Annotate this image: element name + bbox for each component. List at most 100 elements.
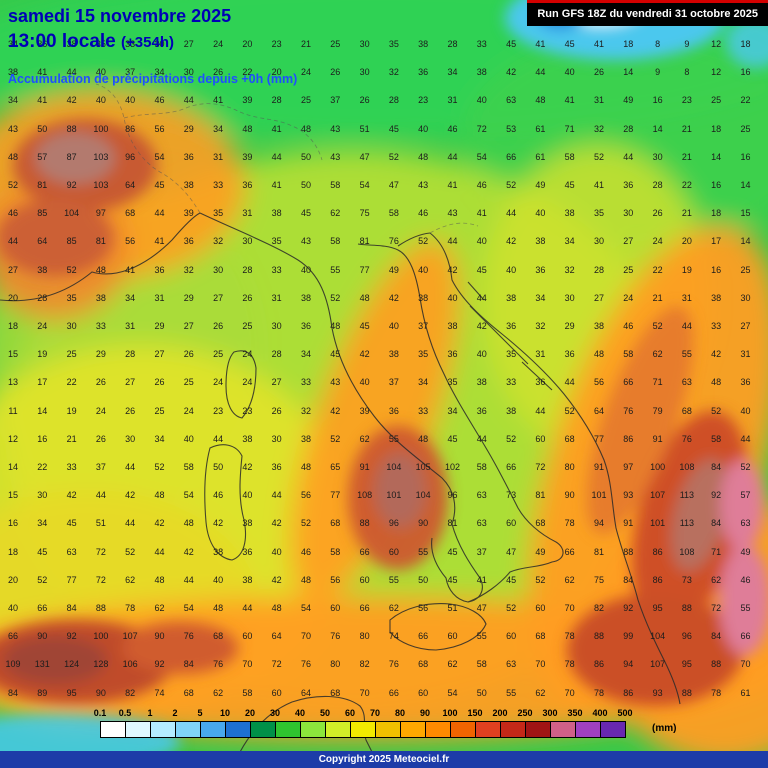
precip-value: 14: [623, 67, 634, 78]
precip-value: 52: [330, 292, 341, 303]
precip-value: 63: [476, 490, 487, 501]
precip-value: 18: [711, 208, 722, 219]
precip-value: 40: [95, 67, 106, 78]
precip-value: 30: [125, 433, 136, 444]
precip-value: 74: [154, 687, 165, 698]
precip-value: 21: [681, 151, 692, 162]
precip-value: 31: [271, 292, 282, 303]
precip-value: 27: [7, 264, 19, 275]
precip-value: 66: [388, 687, 399, 698]
precip-value: 36: [183, 151, 194, 162]
precip-value: 55: [418, 546, 429, 557]
precip-value: 90: [37, 631, 48, 642]
precip-value: 63: [681, 377, 692, 388]
precip-value: 25: [66, 349, 77, 360]
precip-value: 55: [388, 574, 399, 585]
precip-value: 56: [330, 574, 341, 585]
precip-value: 108: [679, 462, 695, 472]
precip-value: 24: [37, 321, 48, 331]
precip-value: 28: [242, 264, 253, 275]
precip-value: 45: [154, 180, 165, 190]
precip-value: 42: [154, 518, 165, 529]
precip-value: 72: [95, 574, 106, 585]
precip-value: 48: [593, 349, 605, 360]
precip-value: 21: [66, 433, 77, 444]
precip-value: 33: [300, 377, 312, 388]
precip-value: 45: [300, 208, 312, 219]
precip-value: 44: [125, 462, 136, 472]
precip-value: 18: [623, 39, 634, 49]
precip-value: 99: [623, 631, 634, 642]
legend-color-box: [550, 721, 576, 738]
precip-value: 25: [183, 377, 194, 388]
precip-value: 34: [535, 292, 546, 303]
precip-value: 27: [623, 236, 634, 247]
precip-value: 25: [300, 95, 312, 106]
precip-value: 70: [242, 659, 253, 670]
legend-tick-label: 80: [394, 708, 406, 718]
precip-value: 45: [447, 574, 458, 585]
precip-value: 101: [650, 518, 666, 529]
legend-color-box: [475, 721, 501, 738]
precip-value: 52: [711, 405, 722, 416]
precip-value: 42: [125, 490, 136, 501]
precip-value: 31: [447, 95, 458, 106]
precip-value: 39: [183, 208, 194, 219]
precip-value: 44: [476, 292, 487, 303]
precip-value: 88: [681, 603, 692, 613]
legend-color-box: [200, 721, 226, 738]
precip-value: 32: [213, 236, 224, 247]
precip-value: 40: [242, 490, 253, 501]
country-borders: [95, 83, 479, 234]
precip-value: 93: [652, 687, 663, 698]
precip-value: 50: [37, 123, 48, 134]
precip-value: 108: [679, 546, 695, 557]
precip-value: 52: [330, 433, 341, 444]
precip-value: 76: [681, 433, 692, 444]
precip-value: 14: [652, 123, 663, 134]
precip-value: 50: [213, 462, 224, 472]
precip-value: 104: [64, 208, 80, 219]
precip-value: 66: [359, 546, 370, 557]
precip-value: 38: [476, 67, 487, 78]
legend-tick-label: 50: [319, 708, 331, 718]
precip-value: 44: [623, 151, 634, 162]
precip-value: 52: [652, 321, 663, 331]
legend-color-box: [350, 721, 376, 738]
precip-value: 42: [506, 67, 517, 78]
precip-value: 25: [242, 321, 253, 331]
precip-value: 38: [447, 321, 458, 331]
precip-value: 76: [388, 236, 399, 247]
precip-value: 22: [681, 180, 692, 190]
precipitation-map[interactable]: [0, 0, 768, 752]
precip-value: 19: [681, 264, 692, 275]
legend-tick-label: 1: [147, 708, 153, 718]
precip-value: 106: [122, 659, 138, 670]
precip-value: 28: [388, 95, 399, 106]
precip-value: 60: [418, 687, 429, 698]
legend-color-box: [325, 721, 351, 738]
precip-value: 49: [740, 546, 751, 557]
precip-value: 26: [593, 67, 605, 78]
precip-value: 68: [125, 208, 136, 219]
precip-value: 16: [652, 95, 663, 106]
precip-value: 49: [623, 95, 634, 106]
precip-value: 55: [506, 687, 517, 698]
precip-value: 42: [271, 574, 282, 585]
precip-value: 44: [7, 236, 19, 247]
precip-value: 81: [593, 546, 605, 557]
precip-value: 38: [242, 574, 253, 585]
legend-color-box: [450, 721, 476, 738]
precip-value: 30: [359, 67, 370, 78]
precip-value: 84: [623, 574, 634, 585]
precip-value: 70: [564, 687, 575, 698]
precip-value: 63: [506, 659, 517, 670]
precip-value: 29: [564, 321, 575, 331]
precip-value: 22: [37, 462, 48, 472]
precip-value: 31: [213, 151, 224, 162]
precip-value: 62: [125, 574, 136, 585]
precip-value: 15: [7, 490, 19, 501]
precip-value: 43: [7, 123, 19, 134]
legend-color-box: [375, 721, 401, 738]
precip-value: 44: [447, 236, 458, 247]
